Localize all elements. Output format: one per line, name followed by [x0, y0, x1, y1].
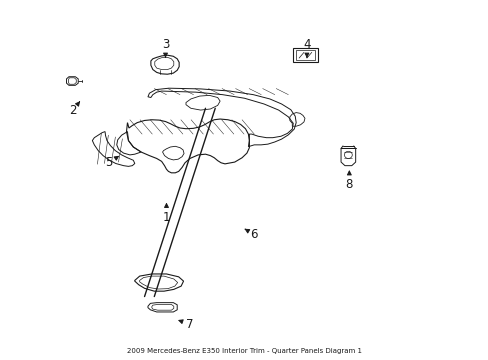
- Text: 2: 2: [69, 102, 80, 117]
- Text: 1: 1: [163, 204, 170, 224]
- Text: 8: 8: [345, 171, 352, 191]
- Text: 4: 4: [303, 38, 310, 57]
- Text: 3: 3: [162, 38, 169, 57]
- Text: 5: 5: [105, 156, 118, 169]
- Text: 7: 7: [179, 318, 193, 331]
- Text: 6: 6: [244, 228, 258, 241]
- Text: 2009 Mercedes-Benz E350 Interior Trim - Quarter Panels Diagram 1: 2009 Mercedes-Benz E350 Interior Trim - …: [127, 348, 361, 354]
